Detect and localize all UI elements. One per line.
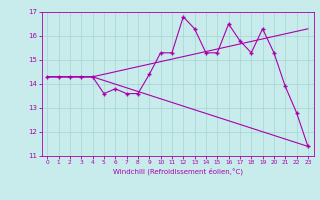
X-axis label: Windchill (Refroidissement éolien,°C): Windchill (Refroidissement éolien,°C) — [113, 168, 243, 175]
